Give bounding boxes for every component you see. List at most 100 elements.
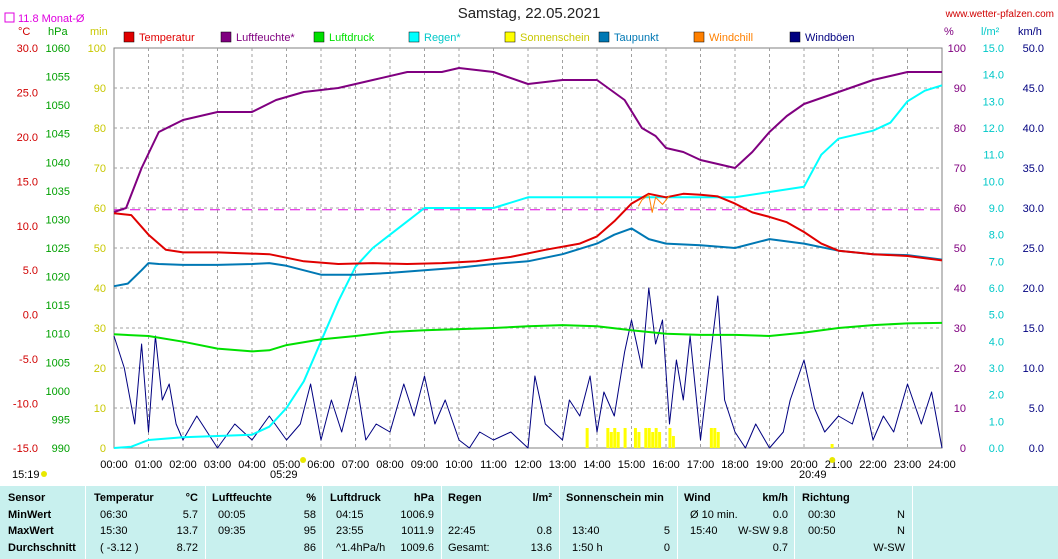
summary-cell: 00:30 bbox=[808, 509, 836, 521]
summary-cell: 0.8 bbox=[536, 525, 552, 537]
wind-tick-label: 20.0 bbox=[1023, 283, 1044, 295]
pressure-tick-label: 1030 bbox=[46, 214, 70, 226]
wind-tick-label: 35.0 bbox=[1023, 163, 1044, 175]
legend-swatch bbox=[220, 31, 232, 43]
wind-tick-label: 0.0 bbox=[1029, 443, 1044, 455]
time-tick-label: 01:00 bbox=[135, 459, 163, 471]
sunshine-bar bbox=[633, 428, 637, 448]
time-tick-label: 17:00 bbox=[687, 459, 715, 471]
humidity-tick-label: 30 bbox=[954, 323, 966, 335]
time-tick-label: 22:00 bbox=[859, 459, 887, 471]
chart-background bbox=[0, 0, 1058, 486]
wind-tick-label: 10.0 bbox=[1023, 363, 1044, 375]
legend-label: Windchill bbox=[709, 32, 753, 44]
sunshine-bar bbox=[613, 428, 617, 448]
temp-tick-label: -15.0 bbox=[13, 443, 38, 455]
legend-swatch bbox=[789, 31, 801, 43]
pressure-tick-label: 1025 bbox=[46, 243, 70, 255]
rain-tick-label: 10.0 bbox=[983, 176, 1004, 188]
pressure-tick-label: 1005 bbox=[46, 357, 70, 369]
summary-cell: W-SW bbox=[873, 542, 905, 554]
summary-cell: 09:35 bbox=[218, 525, 246, 537]
minutes-tick-label: 70 bbox=[94, 163, 106, 175]
pressure-tick-label: 995 bbox=[52, 414, 70, 426]
summary-cell: 1:50 h bbox=[572, 542, 603, 554]
series-line-windben bbox=[113, 287, 943, 449]
rain-tick-label: 0.0 bbox=[989, 443, 1004, 455]
wind-tick-label: 15.0 bbox=[1023, 323, 1044, 335]
summary-cell: Sonnenschein min bbox=[566, 492, 664, 504]
legend-label: Taupunkt bbox=[614, 32, 659, 44]
minutes-tick-label: 40 bbox=[94, 283, 106, 295]
time-tick-label: 18:00 bbox=[721, 459, 749, 471]
humidity-tick-label: 20 bbox=[954, 363, 966, 375]
summary-cell: Gesamt: bbox=[448, 542, 490, 554]
time-tick-label: 03:00 bbox=[204, 459, 232, 471]
minutes-tick-label: 60 bbox=[94, 203, 106, 215]
wind-tick-label: 5.0 bbox=[1029, 403, 1044, 415]
pressure-tick-label: 1020 bbox=[46, 272, 70, 284]
website-link[interactable]: www.wetter-pfalzen.com bbox=[945, 9, 1054, 20]
current-time-label: 15:19 bbox=[12, 469, 40, 481]
legend-label: Windböen bbox=[805, 32, 855, 44]
humidity-tick-label: 40 bbox=[954, 283, 966, 295]
rain-tick-label: 13.0 bbox=[983, 96, 1004, 108]
time-tick-label: 19:00 bbox=[756, 459, 784, 471]
monthly-avg-label: 11.8 Monat-Ø bbox=[18, 13, 85, 25]
rain-tick-label: 3.0 bbox=[989, 363, 1004, 375]
summary-cell: 8.72 bbox=[176, 542, 198, 554]
sunshine-bar bbox=[644, 428, 648, 448]
legend-swatch bbox=[598, 31, 610, 43]
summary-divider bbox=[441, 486, 442, 559]
summary-cell: 00:05 bbox=[218, 509, 246, 521]
minutes-tick-label: 0 bbox=[100, 443, 106, 455]
summary-cell: MaxWert bbox=[8, 525, 54, 537]
summary-divider bbox=[559, 486, 560, 559]
legend-swatch bbox=[693, 31, 705, 43]
sunshine-bar bbox=[830, 444, 834, 448]
time-tick-label: 11:00 bbox=[480, 459, 507, 471]
legend-swatch bbox=[504, 31, 516, 43]
temp-tick-label: 25.0 bbox=[17, 87, 38, 99]
summary-divider bbox=[85, 486, 86, 559]
summary-cell: 58 bbox=[303, 509, 316, 521]
time-tick-label: 12:00 bbox=[514, 459, 542, 471]
summary-cell: °C bbox=[185, 492, 198, 504]
temp-tick-label: 15.0 bbox=[17, 176, 38, 188]
temp-tick-label: -5.0 bbox=[19, 354, 38, 366]
pressure-tick-label: 1050 bbox=[46, 100, 70, 112]
rain-tick-label: 12.0 bbox=[983, 123, 1004, 135]
minutes-tick-label: 20 bbox=[94, 363, 106, 375]
pressure-tick-label: 1040 bbox=[46, 157, 70, 169]
sunrise-sun-icon bbox=[300, 457, 307, 463]
summary-cell: 06:30 bbox=[100, 509, 128, 521]
summary-divider bbox=[912, 486, 913, 559]
wind-tick-label: 40.0 bbox=[1023, 123, 1044, 135]
minutes-tick-label: 80 bbox=[94, 123, 106, 135]
sunshine-bar bbox=[658, 432, 662, 448]
summary-cell: Temperatur bbox=[94, 492, 154, 504]
temp-tick-label: -10.0 bbox=[13, 399, 38, 411]
summary-cell: % bbox=[306, 492, 316, 504]
legend-label: Luftfeuchte* bbox=[236, 32, 295, 44]
time-tick-label: 10:00 bbox=[445, 459, 473, 471]
humidity-tick-label: 80 bbox=[954, 123, 966, 135]
rain-tick-label: 6.0 bbox=[989, 283, 1004, 295]
series-line-windchill bbox=[637, 194, 670, 213]
temp-tick-label: 0.0 bbox=[23, 310, 38, 322]
humidity-tick-label: 50 bbox=[954, 243, 966, 255]
pressure-tick-label: 1045 bbox=[46, 129, 70, 141]
minutes-tick-label: 50 bbox=[94, 243, 106, 255]
summary-cell: Sensor bbox=[8, 492, 46, 504]
weather-chart: 30.0 25.0 20.0 15.0 10.0 5.0 0.0 -5.0 -10.0 -15.0… bbox=[0, 0, 1058, 486]
summary-cell: 13.6 bbox=[530, 542, 552, 554]
legend-label: Luftdruck bbox=[329, 32, 375, 44]
wind-unit-label: km/h bbox=[1018, 26, 1042, 38]
wind-tick-label: 30.0 bbox=[1023, 203, 1044, 215]
time-tick-label: 05:00 bbox=[273, 459, 301, 471]
summary-cell: km/h bbox=[762, 492, 788, 504]
sunrise-label: 05:29 bbox=[270, 469, 298, 481]
time-tick-label: 02:00 bbox=[169, 459, 197, 471]
legend-label: Regen* bbox=[424, 32, 461, 44]
time-tick-label: 06:00 bbox=[307, 459, 335, 471]
